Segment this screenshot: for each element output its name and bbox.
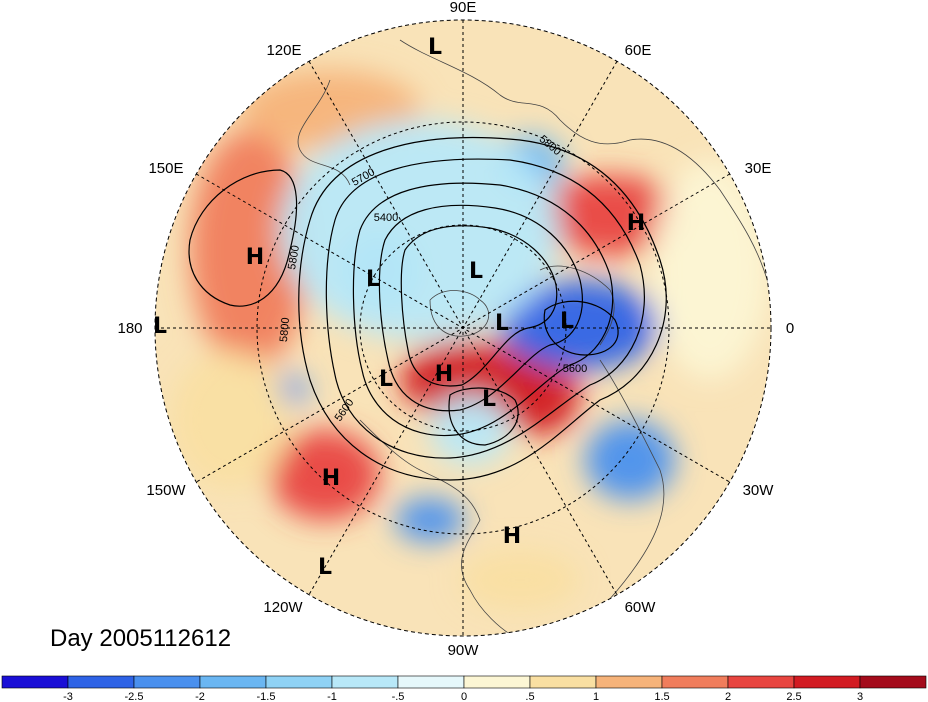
colorbar-segment: [793, 675, 861, 689]
colorbar-tick-label: 1: [593, 691, 599, 702]
low-pressure-marker: L: [379, 367, 393, 392]
anomaly-blob: [270, 430, 380, 520]
high-pressure-marker: H: [246, 245, 264, 270]
low-pressure-marker: L: [495, 311, 509, 336]
contour-label: 5600: [563, 363, 587, 375]
coastline-greenland: [429, 290, 490, 337]
contour-5700: [325, 158, 645, 459]
colorbar-segment: [1, 675, 69, 689]
low-pressure-marker: L: [153, 314, 167, 339]
contour-5500: [378, 204, 583, 412]
longitude-label: 30E: [745, 160, 772, 177]
anomaly-blob: [395, 498, 465, 542]
low-pressure-marker: L: [366, 267, 380, 292]
longitude-label: 90E: [450, 0, 477, 16]
lat-circle-30: [256, 121, 670, 535]
anomaly-blob: [280, 120, 560, 340]
anomaly-blob: [430, 395, 510, 465]
anomaly-blob: [650, 160, 770, 380]
colorbar-tick-label: -.5: [392, 691, 405, 702]
contour-label: 5800: [286, 244, 302, 270]
longitude-label: 150E: [148, 160, 183, 177]
colorbar-segment: [199, 675, 267, 689]
graticule: [155, 20, 771, 636]
longitude-label: 0: [786, 320, 794, 337]
colorbar-tick-label: 0: [461, 691, 467, 702]
coastline-eurasia: [399, 39, 771, 291]
meridian-150e-30w: [196, 173, 730, 483]
high-pressure-marker: H: [503, 524, 521, 549]
colorbar-segment: [859, 675, 927, 689]
coastline-north-america: [359, 419, 521, 636]
longitude-labels: 90E 60E 120E 30E 150E 0 180 30W 150W 60W 120W 90W: [117, 0, 794, 659]
colorbar-segment: [331, 675, 399, 689]
day-label: Day 2005112612: [50, 625, 231, 652]
high-pressure-marker: H: [435, 362, 453, 387]
coastline-scandinavia: [539, 265, 615, 346]
coastline-atlantic: [579, 359, 665, 631]
low-pressure-marker: L: [428, 35, 442, 60]
low-pressure-marker: L: [560, 309, 574, 334]
colorbar-tick-label: 3: [857, 691, 863, 702]
contour-high-pacific: [188, 169, 298, 307]
contour-label: 5400: [374, 212, 398, 224]
colorbar-segment: [595, 675, 663, 689]
colorbar-tick-label: -1.5: [257, 691, 276, 702]
contour-5800: [298, 137, 667, 481]
anomaly-blob: [190, 130, 310, 370]
pressure-markers: H H H H H L L L L L L L L L: [153, 35, 645, 580]
low-pressure-marker: L: [469, 259, 483, 284]
longitude-label: 150W: [146, 482, 186, 499]
anomaly-blob: [500, 355, 580, 435]
colorbar-tick-label: 1.5: [654, 691, 669, 702]
low-pressure-marker: L: [318, 555, 332, 580]
colorbar-tick-label: -2: [195, 691, 205, 702]
high-pressure-marker: H: [322, 466, 340, 491]
colorbar-tick-label: -2.5: [125, 691, 144, 702]
colorbar-tick-label: -3: [63, 691, 73, 702]
anomaly-blob: [585, 420, 675, 500]
globe-outline: [154, 19, 772, 637]
contour-label: 5800: [278, 317, 292, 342]
anomaly-blob: [170, 350, 290, 490]
longitude-label: 90W: [448, 642, 480, 659]
height-contours: [188, 137, 667, 481]
anomaly-blob: [500, 280, 660, 370]
colorbar-segment: [67, 675, 135, 689]
contour-low-norway: [543, 300, 619, 356]
anomaly-blob: [460, 550, 580, 610]
colorbar-tick-label: 2: [725, 691, 731, 702]
anomaly-field: [155, 20, 771, 636]
high-pressure-marker: H: [627, 211, 645, 236]
contour-5600: [352, 182, 614, 437]
longitude-label: 120E: [266, 42, 301, 59]
colorbar-tick-label: -1: [327, 691, 337, 702]
colorbar-segment: [661, 675, 729, 689]
colorbar-segment: [133, 675, 201, 689]
longitude-label: 180: [117, 320, 142, 337]
longitude-label: 60W: [625, 599, 657, 616]
longitude-label: 60E: [625, 42, 652, 59]
low-pressure-marker: L: [482, 387, 496, 412]
longitude-label: 30W: [743, 482, 775, 499]
colorbar-segment: [463, 675, 531, 689]
longitude-label: 120W: [263, 599, 303, 616]
colorbar-tick-label: 2.5: [786, 691, 801, 702]
colorbar-segment: [265, 675, 333, 689]
colorbar-segment: [727, 675, 795, 689]
colorbar-segment: [397, 675, 465, 689]
coastlines: [297, 39, 771, 636]
colorbar-tick-label: .5: [525, 691, 534, 702]
colorbar-segment: [529, 675, 597, 689]
colorbar: -3 -2.5 -2 -1.5 -1 -.5 0 .5 1 1.5 2 2.5 3: [1, 675, 927, 702]
coastline-east-asia: [297, 79, 351, 186]
anomaly-blob: [540, 175, 680, 255]
